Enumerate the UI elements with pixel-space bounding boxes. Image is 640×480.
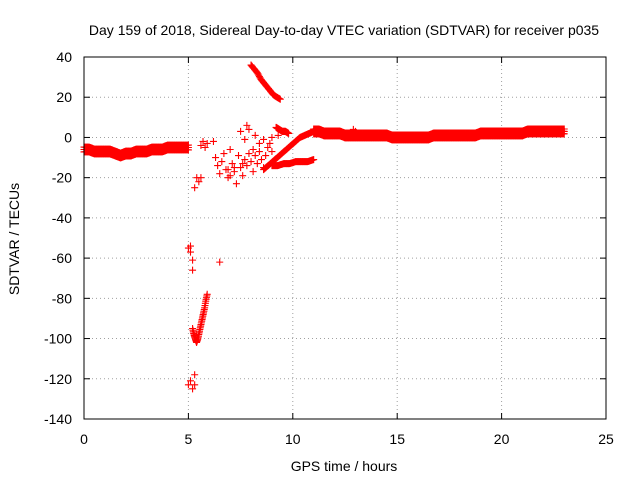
data-point (260, 135, 268, 143)
data-point (186, 242, 194, 250)
data-series (80, 61, 568, 393)
y-tick-label: -140 (44, 411, 72, 427)
data-point (216, 170, 224, 178)
data-point (268, 148, 276, 156)
x-tick-label: 5 (185, 431, 193, 447)
y-tick-label: 0 (64, 129, 72, 145)
data-point (197, 141, 205, 149)
y-tick-label: -40 (52, 210, 72, 226)
data-point (186, 377, 194, 385)
data-point (226, 146, 234, 154)
data-point (239, 172, 247, 180)
y-tick-label: -80 (52, 290, 72, 306)
data-point (243, 121, 251, 129)
data-point (257, 156, 265, 164)
y-axis-label: SDTVAR / TECUs (6, 183, 22, 295)
x-tick-label: 25 (598, 431, 614, 447)
data-point (191, 381, 199, 389)
data-point (264, 144, 272, 151)
data-point (253, 160, 261, 168)
data-point (260, 164, 268, 172)
data-point (191, 371, 199, 379)
data-point (203, 290, 211, 298)
data-point (255, 148, 263, 156)
plot-frame (83, 56, 607, 420)
data-point (310, 127, 318, 135)
data-point (184, 381, 192, 389)
data-point (251, 152, 259, 160)
x-tick-label: 10 (285, 431, 301, 447)
data-point (243, 162, 251, 170)
data-point (212, 154, 220, 162)
data-point (230, 164, 238, 172)
axis-ticks (83, 56, 607, 420)
data-point (191, 184, 199, 192)
data-point (331, 127, 339, 135)
data-point (189, 256, 197, 264)
data-point (218, 158, 226, 166)
data-point (237, 127, 245, 135)
data-point (197, 174, 205, 182)
data-point (249, 168, 257, 176)
y-tick-label: -20 (52, 170, 72, 186)
data-point (232, 180, 240, 188)
data-point (216, 258, 224, 266)
y-tick-label: 20 (56, 89, 72, 105)
x-tick-label: 15 (389, 431, 405, 447)
data-point (245, 125, 253, 133)
x-tick-label: 20 (494, 431, 510, 447)
data-point (310, 156, 318, 164)
data-point (186, 248, 194, 256)
data-point (224, 166, 232, 174)
data-point (285, 129, 293, 137)
data-point (262, 152, 270, 160)
data-point (228, 160, 236, 168)
data-point (195, 178, 203, 186)
data-point (201, 144, 209, 151)
chart-title: Day 159 of 2018, Sidereal Day-to-day VTE… (89, 22, 599, 38)
data-point (245, 150, 253, 158)
data-point (220, 150, 228, 158)
data-point (276, 95, 284, 103)
y-tick-label: 40 (56, 49, 72, 65)
data-point (247, 158, 255, 166)
data-point (189, 385, 197, 393)
y-tick-label: -60 (52, 250, 72, 266)
data-point (241, 156, 249, 164)
data-point (266, 139, 274, 147)
data-point (274, 131, 282, 139)
data-point (560, 130, 568, 138)
data-point (209, 137, 217, 145)
data-point (184, 146, 192, 154)
data-point (203, 139, 211, 147)
x-axis-label: GPS time / hours (291, 458, 398, 474)
data-point (214, 162, 222, 170)
y-tick-label: -100 (44, 331, 72, 347)
gridlines (84, 57, 606, 419)
y-tick-label: -120 (44, 371, 72, 387)
data-point (226, 172, 234, 180)
data-point (241, 135, 249, 143)
data-point (235, 152, 243, 160)
x-tick-label: 0 (80, 431, 88, 447)
data-point (249, 146, 257, 154)
data-point (199, 137, 207, 145)
data-point (239, 160, 247, 168)
tick-labels: 0 5 10 15 20 25 -140 -120 -100 -80 -60 -40 -20 0 20 40 (44, 49, 614, 447)
data-point (255, 139, 263, 147)
data-point (237, 164, 245, 172)
data-point (268, 133, 276, 141)
data-point (189, 266, 197, 274)
data-point (251, 131, 259, 139)
data-point (351, 127, 359, 135)
